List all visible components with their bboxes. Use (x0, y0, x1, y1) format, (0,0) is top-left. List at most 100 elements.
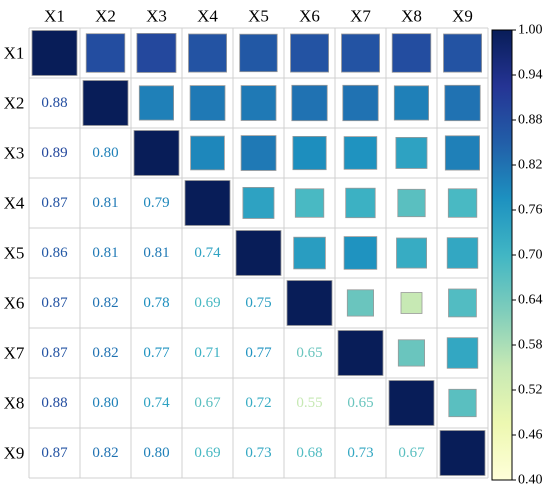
heatmap-square-X4-X6 (294, 188, 325, 218)
colorbar-tick-label: 0.70 (518, 248, 543, 263)
colorbar-tick-label: 0.88 (518, 113, 543, 128)
y-tick-label-X7: X7 (4, 344, 25, 363)
colorbar-tick-label: 0.58 (518, 338, 543, 353)
correlation-value-X9-X4: 0.69 (194, 445, 220, 461)
axis-labels: X1 X1 X2 X2 X3 X3 X4 X4 X5 X5 X6 X6 X7 X7 X8 X8 X9 X9 (4, 7, 473, 463)
x-tick-label-X7: X7 (350, 7, 371, 26)
correlation-value-X4-X1: 0.87 (41, 195, 68, 211)
correlation-value-X7-X2: 0.82 (92, 345, 118, 361)
heatmap-square-X1-X6 (290, 33, 329, 73)
heatmap-square-X5-X5 (235, 230, 282, 276)
heatmap-square-X7-X9 (446, 337, 479, 369)
heatmap-square-X7-X8 (397, 339, 425, 367)
heatmap-square-X4-X9 (447, 188, 478, 218)
heatmap-square-X1-X3 (136, 33, 177, 73)
heatmap-square-X1-X4 (188, 33, 227, 73)
heatmap-square-X4-X5 (242, 186, 275, 219)
correlation-value-X9-X6: 0.68 (296, 445, 322, 461)
y-tick-label-X3: X3 (4, 144, 25, 163)
y-tick-label-X4: X4 (4, 194, 25, 213)
heatmap-square-X3-X7 (343, 136, 378, 170)
correlation-value-X2-X1: 0.88 (41, 95, 67, 111)
y-tick-label-X9: X9 (4, 444, 25, 463)
correlation-value-X8-X3: 0.74 (143, 395, 170, 411)
correlation-value-X7-X1: 0.87 (41, 345, 68, 361)
correlation-value-X6-X3: 0.78 (143, 295, 169, 311)
colorbar-tick-label: 0.94 (518, 68, 543, 83)
correlation-value-X8-X7: 0.65 (347, 395, 373, 411)
heatmap-square-X6-X9 (448, 288, 477, 318)
heatmap-square-X2-X5 (240, 85, 277, 121)
correlation-value-X4-X2: 0.81 (92, 195, 118, 211)
correlation-value-X9-X2: 0.82 (92, 445, 118, 461)
x-tick-label-X2: X2 (95, 7, 116, 26)
heatmap-square-X3-X4 (190, 135, 225, 171)
cell-layer: 0.88 0.89 0.80 0.87 0.81 0.79 0.86 0.81 0.81 0.74… (31, 30, 486, 476)
heatmap-square-X2-X7 (342, 84, 379, 122)
correlation-value-X6-X5: 0.75 (245, 295, 271, 311)
correlation-value-X5-X2: 0.81 (92, 245, 118, 261)
heatmap-square-X6-X7 (346, 289, 374, 317)
x-tick-label-X8: X8 (401, 7, 422, 26)
heatmap-square-X4-X4 (184, 180, 231, 226)
heatmap-square-X4-X7 (345, 187, 376, 219)
heatmap-square-X1-X9 (443, 33, 482, 73)
y-tick-label-X8: X8 (4, 394, 25, 413)
heatmap-square-X1-X8 (391, 33, 432, 73)
colorbar-tick-label: 0.82 (518, 158, 543, 173)
heatmap-square-X8-X9 (448, 388, 477, 418)
heatmap-square-X1-X1 (31, 30, 78, 76)
heatmap-square-X3-X6 (292, 135, 327, 171)
heatmap-square-X3-X9 (444, 135, 480, 171)
heatmap-square-X1-X2 (85, 33, 126, 73)
heatmap-square-X5-X7 (343, 236, 378, 270)
heatmap-square-X2-X9 (444, 84, 481, 122)
correlation-value-X6-X2: 0.82 (92, 295, 118, 311)
correlation-value-X8-X6: 0.55 (296, 395, 322, 411)
y-tick-label-X5: X5 (4, 244, 25, 263)
correlation-value-X9-X7: 0.73 (347, 445, 373, 461)
correlation-value-X7-X5: 0.77 (245, 345, 272, 361)
heatmap-square-X3-X3 (133, 130, 180, 176)
x-tick-label-X3: X3 (146, 7, 167, 26)
grid-lines (28, 27, 489, 479)
heatmap-square-X3-X5 (240, 135, 277, 171)
colorbar-tick-label: 1.00 (518, 23, 543, 38)
x-tick-label-X9: X9 (452, 7, 473, 26)
heatmap-square-X6-X8 (400, 292, 423, 314)
x-tick-label-X5: X5 (248, 7, 269, 26)
colorbar-tick-label: 0.64 (518, 293, 543, 308)
colorbar-tick-label: 0.76 (518, 203, 543, 218)
heatmap-square-X5-X6 (293, 236, 326, 270)
x-tick-label-X6: X6 (299, 7, 320, 26)
correlation-value-X3-X2: 0.80 (92, 145, 118, 161)
correlation-value-X8-X5: 0.72 (245, 395, 271, 411)
correlation-value-X5-X3: 0.81 (143, 245, 169, 261)
heatmap-square-X5-X8 (396, 237, 428, 269)
heatmap-square-X8-X8 (388, 380, 435, 426)
correlation-value-X7-X4: 0.71 (194, 345, 220, 361)
y-tick-label-X2: X2 (4, 94, 25, 113)
colorbar-tick-label: 0.52 (518, 383, 543, 398)
heatmap-square-X1-X7 (341, 33, 380, 73)
heatmap-square-X6-X6 (286, 280, 333, 326)
correlation-value-X9-X5: 0.73 (245, 445, 271, 461)
heatmap-square-X2-X3 (138, 85, 175, 121)
heatmap-square-X1-X5 (239, 33, 278, 73)
correlation-value-X4-X3: 0.79 (143, 195, 169, 211)
heatmap-square-X5-X9 (446, 237, 479, 269)
heatmap-square-X2-X2 (82, 80, 129, 126)
correlation-value-X9-X1: 0.87 (41, 445, 68, 461)
correlation-value-X5-X1: 0.86 (41, 245, 68, 261)
correlation-value-X9-X8: 0.67 (398, 445, 425, 461)
correlation-value-X7-X3: 0.77 (143, 345, 170, 361)
correlation-value-X6-X4: 0.69 (194, 295, 220, 311)
correlation-value-X6-X1: 0.87 (41, 295, 68, 311)
heatmap-square-X9-X9 (439, 430, 486, 476)
y-tick-label-X6: X6 (4, 294, 25, 313)
heatmap-square-X3-X8 (395, 136, 428, 169)
y-tick-label-X1: X1 (4, 44, 25, 63)
x-tick-label-X1: X1 (44, 7, 65, 26)
heatmap-square-X7-X7 (337, 330, 384, 376)
